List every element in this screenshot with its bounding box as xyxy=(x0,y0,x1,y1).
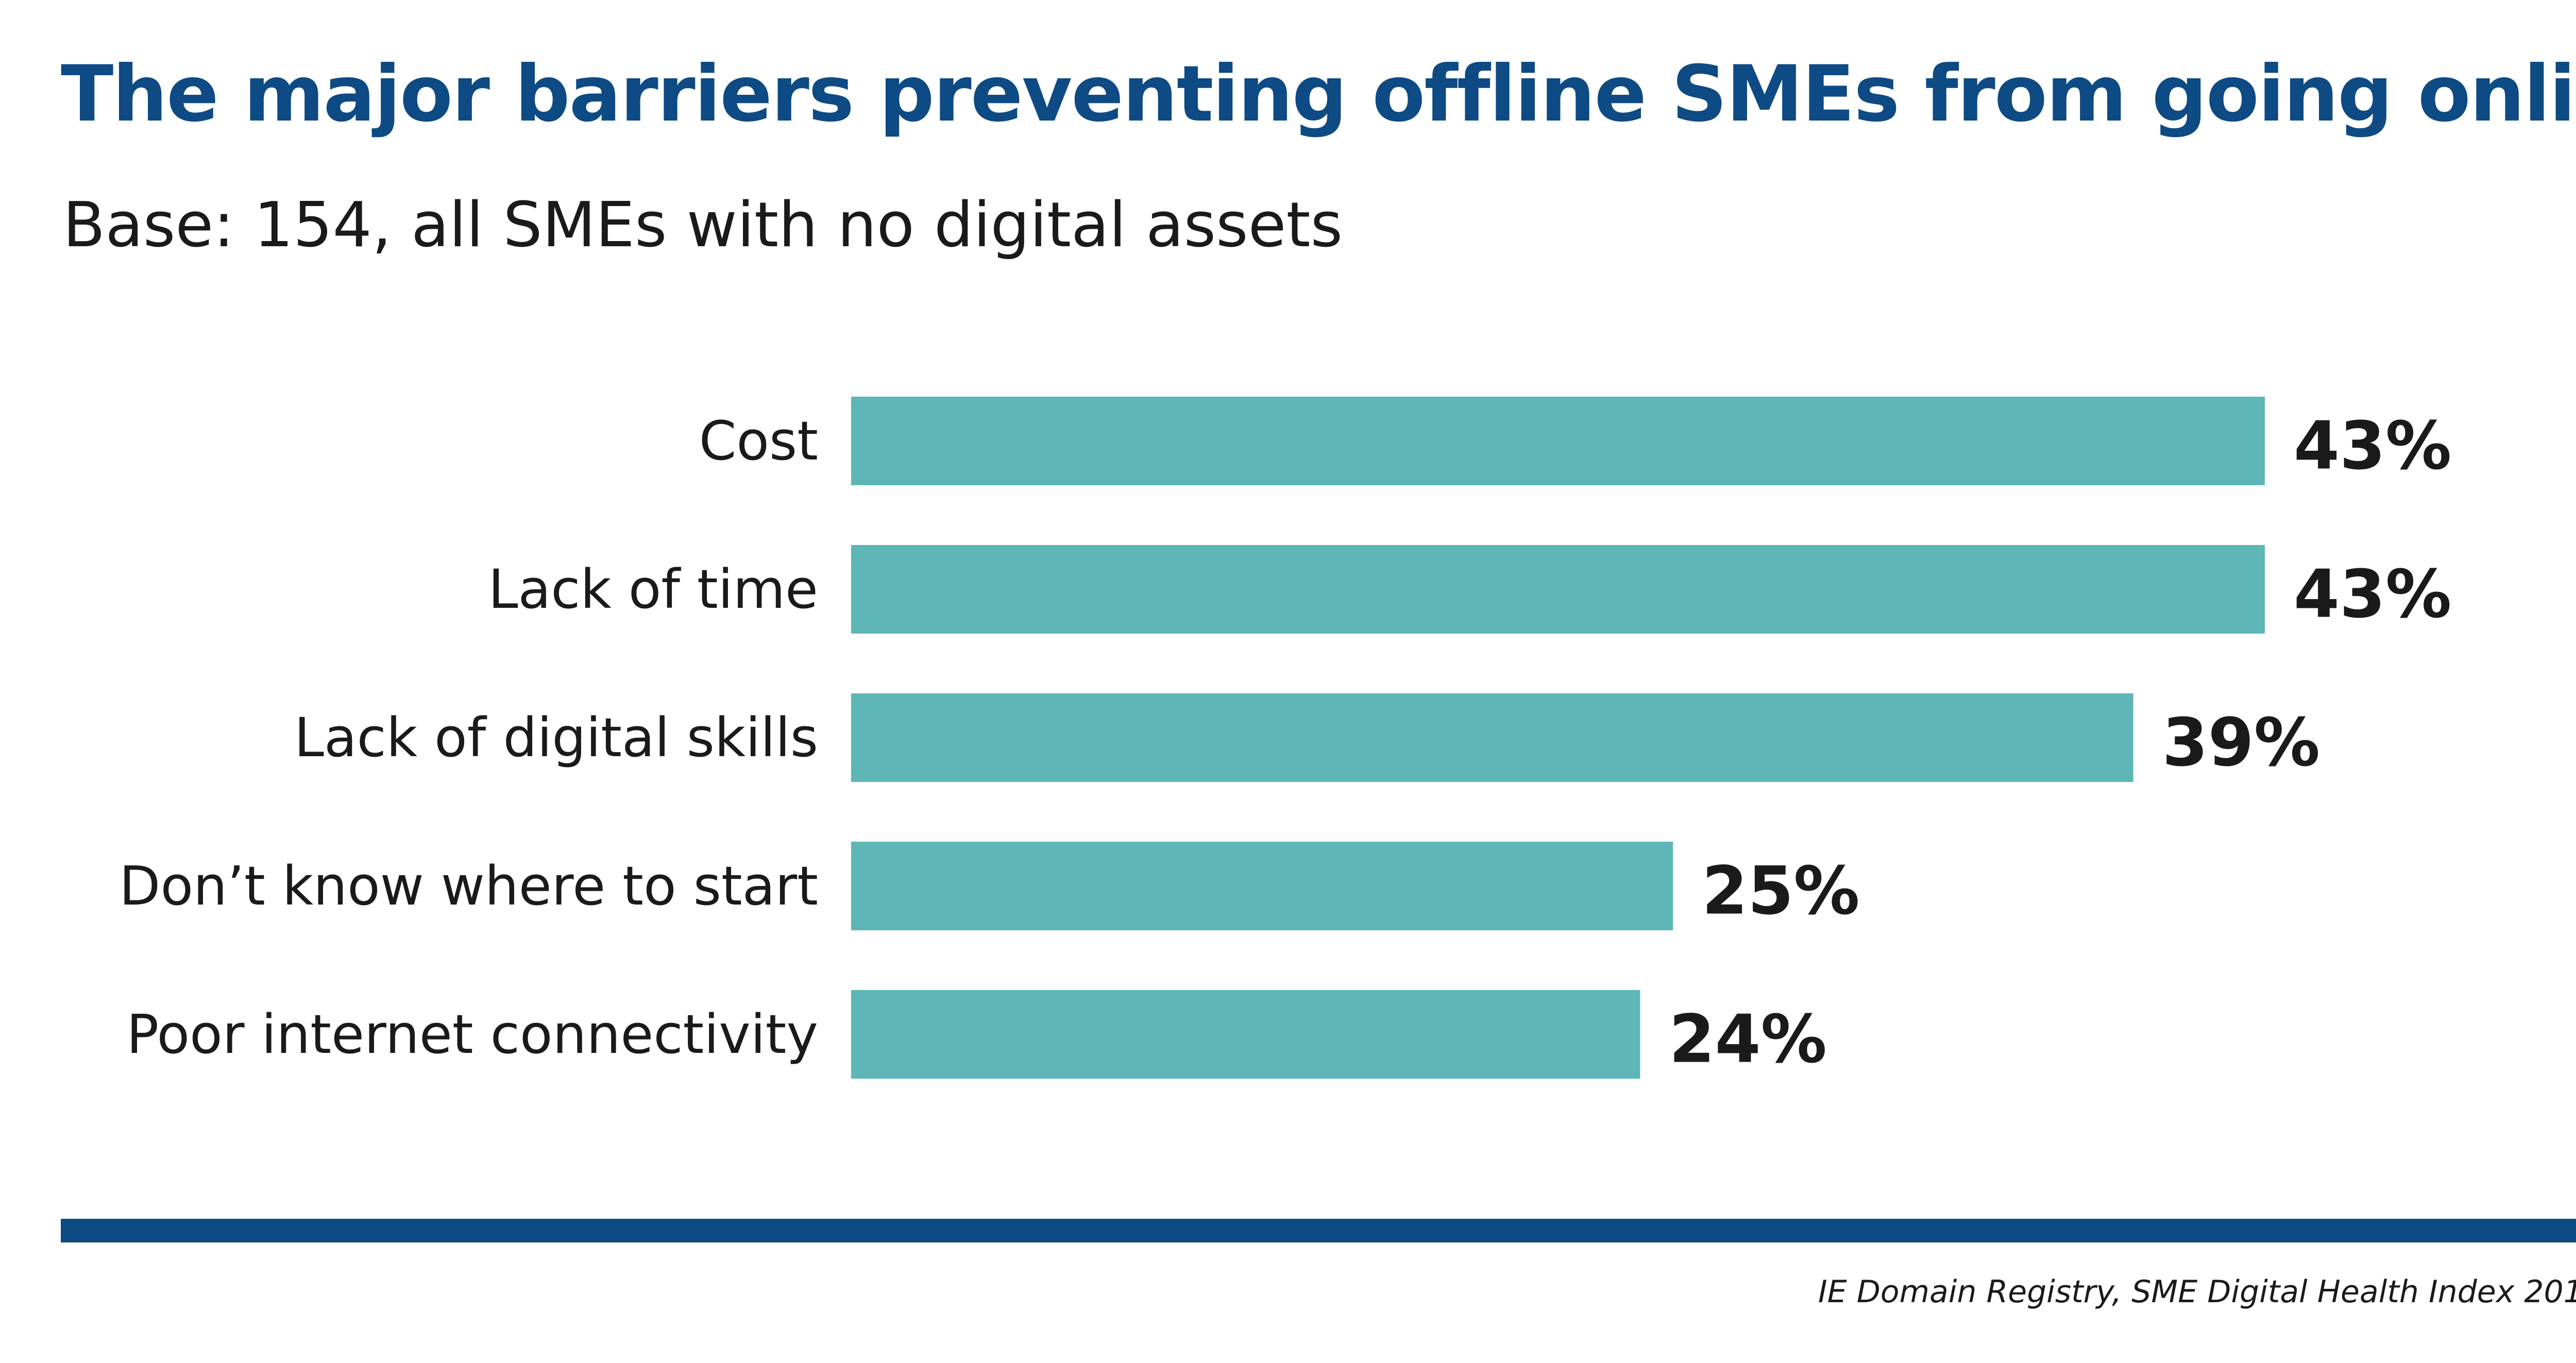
category-label: Poor internet connectivity xyxy=(126,1003,818,1066)
value-label: 43% xyxy=(2294,556,2451,633)
category-label: Don’t know where to start xyxy=(119,855,818,917)
category-label: Cost xyxy=(699,410,818,472)
source-note: IE Domain Registry, SME Digital Health I… xyxy=(1818,1274,2576,1310)
value-label: 24% xyxy=(1669,1001,1827,1078)
category-label: Lack of time xyxy=(488,558,818,621)
footer-rule xyxy=(61,1219,2576,1242)
bar xyxy=(851,842,1673,930)
bar xyxy=(851,545,2265,634)
value-label: 43% xyxy=(2294,408,2451,485)
value-label: 39% xyxy=(2162,705,2320,781)
bar xyxy=(851,693,2133,782)
category-label: Lack of digital skills xyxy=(294,706,818,769)
chart-title: The major barriers preventing offline SM… xyxy=(61,49,2576,139)
chart-subtitle: Base: 154, all SMEs with no digital asse… xyxy=(63,190,1343,261)
bar xyxy=(851,397,2265,485)
value-label: 25% xyxy=(1702,853,1859,930)
bar xyxy=(851,990,1640,1079)
